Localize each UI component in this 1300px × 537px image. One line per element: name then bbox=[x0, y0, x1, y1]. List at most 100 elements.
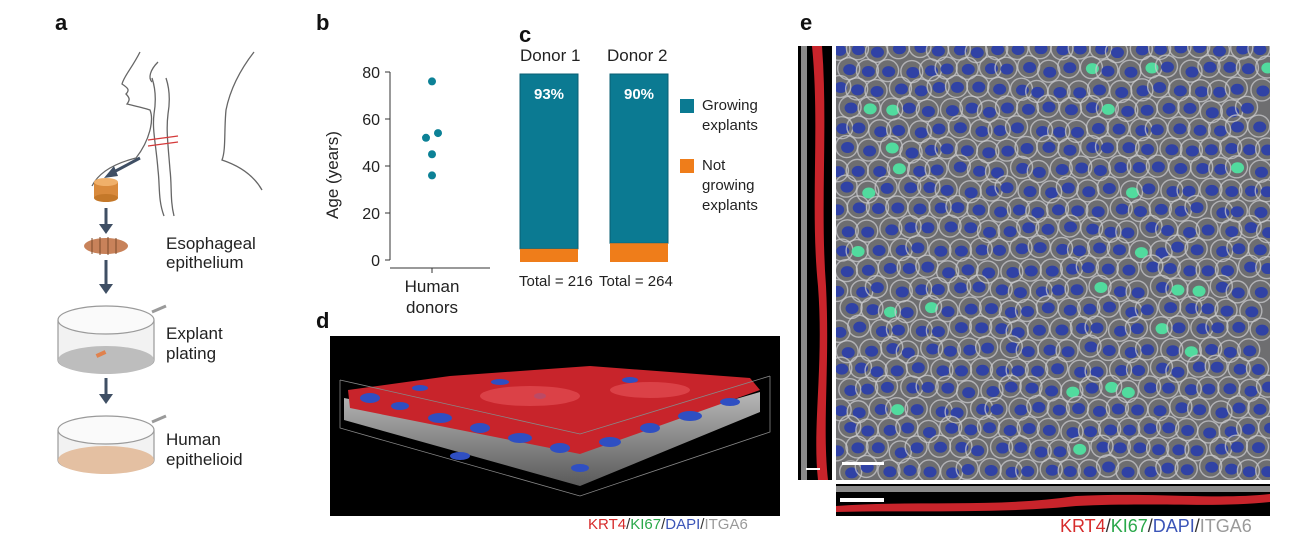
dapi-nucleus bbox=[1244, 222, 1258, 234]
cell-membrane bbox=[885, 117, 910, 142]
dapi-nucleus bbox=[905, 147, 919, 159]
dapi-nucleus bbox=[934, 202, 948, 214]
cell-membrane bbox=[1060, 379, 1084, 403]
cell-membrane bbox=[926, 74, 950, 99]
dapi-nucleus bbox=[1245, 306, 1259, 318]
dapi-nucleus bbox=[1051, 284, 1065, 296]
cell-membrane bbox=[1058, 97, 1083, 121]
dapi-nucleus bbox=[991, 167, 1005, 179]
dapi-nucleus bbox=[926, 343, 940, 355]
dapi-nucleus bbox=[1122, 264, 1136, 276]
step-esophageal-line1: Esophageal bbox=[166, 234, 256, 253]
cell-membrane bbox=[1155, 375, 1180, 399]
cell-membrane bbox=[1226, 395, 1250, 419]
bar-percent-label: 90% bbox=[624, 86, 654, 103]
cell-membrane bbox=[1009, 155, 1034, 180]
cell-membrane bbox=[959, 95, 983, 119]
dapi-nucleus bbox=[1042, 424, 1056, 436]
cell-membrane bbox=[1134, 297, 1159, 321]
dapi-nucleus bbox=[882, 66, 896, 78]
dapi-nucleus bbox=[1035, 286, 1049, 298]
dapi-nucleus bbox=[1132, 162, 1146, 174]
dapi-nucleus bbox=[945, 422, 959, 434]
cell-membrane bbox=[1159, 137, 1183, 161]
dapi-nucleus bbox=[1096, 441, 1110, 453]
dapi-nucleus bbox=[913, 203, 927, 215]
cell-membrane bbox=[837, 414, 862, 439]
dapi-nucleus bbox=[950, 407, 964, 419]
dapi-nucleus bbox=[836, 123, 850, 135]
stain-label-dapi: DAPI bbox=[665, 516, 701, 533]
dapi-nucleus bbox=[1153, 81, 1167, 93]
cell-membrane bbox=[1149, 240, 1173, 264]
dapi-nucleus bbox=[1102, 344, 1116, 356]
cell-membrane bbox=[1189, 155, 1214, 180]
dapi-nucleus bbox=[923, 466, 937, 478]
dapi-nucleus bbox=[1034, 46, 1048, 55]
bar-growing-2 bbox=[609, 73, 669, 244]
dapi-nucleus bbox=[1190, 244, 1204, 256]
dapi-nucleus bbox=[1016, 162, 1030, 174]
stain-label-krt4: KRT4 bbox=[1060, 516, 1106, 536]
dapi-nucleus bbox=[1014, 404, 1028, 416]
dapi-nucleus bbox=[1152, 444, 1166, 456]
cell-membrane bbox=[874, 374, 899, 399]
panel-label-e: e bbox=[800, 10, 813, 35]
dapi-nucleus bbox=[1123, 424, 1137, 436]
dapi-nucleus bbox=[1196, 162, 1210, 174]
dapi-nucleus bbox=[1220, 305, 1234, 317]
dapi-nucleus bbox=[1213, 86, 1227, 98]
cell-membrane bbox=[1245, 356, 1270, 381]
culture-dish-illustration bbox=[57, 304, 167, 374]
dapi-nucleus bbox=[901, 347, 915, 359]
cell-membrane bbox=[860, 296, 884, 321]
dapi-nucleus bbox=[1183, 265, 1197, 277]
cell-membrane bbox=[866, 237, 890, 262]
cell-membrane bbox=[875, 58, 900, 83]
cell-membrane bbox=[836, 319, 851, 344]
dapi-nucleus bbox=[845, 303, 859, 315]
dapi-nucleus bbox=[841, 347, 855, 359]
dapi-nucleus bbox=[996, 442, 1010, 454]
dapi-nucleus bbox=[1190, 202, 1204, 214]
cell-membrane bbox=[1130, 78, 1154, 102]
dapi-nucleus bbox=[993, 83, 1007, 95]
dapi-nucleus bbox=[1193, 46, 1207, 54]
dapi-nucleus bbox=[963, 344, 977, 356]
cell-membrane bbox=[966, 158, 991, 182]
dapi-nucleus bbox=[1193, 124, 1207, 136]
dapi-nucleus bbox=[975, 125, 989, 137]
dapi-nucleus bbox=[911, 242, 925, 254]
ki67-nucleus bbox=[883, 306, 897, 318]
cell-membrane bbox=[958, 179, 982, 204]
cell-membrane bbox=[1247, 396, 1270, 421]
dapi-nucleus bbox=[1261, 144, 1270, 156]
dapi-nucleus bbox=[1051, 204, 1065, 216]
dapi-nucleus bbox=[1091, 122, 1105, 134]
cell-membrane bbox=[1137, 415, 1161, 440]
cell-membrane bbox=[1036, 94, 1060, 118]
cell-membrane bbox=[836, 278, 849, 303]
dapi-nucleus bbox=[1241, 63, 1255, 75]
ki67-nucleus bbox=[1126, 187, 1140, 199]
cell-membrane bbox=[976, 139, 1000, 164]
dapi-nucleus bbox=[1071, 126, 1085, 138]
dapi-nucleus bbox=[1093, 165, 1107, 177]
cell-membrane bbox=[904, 396, 928, 421]
dapi-nucleus bbox=[1104, 226, 1118, 238]
legend-not-line1: Not bbox=[702, 157, 726, 174]
cell-membrane bbox=[867, 158, 891, 183]
dapi-nucleus bbox=[1140, 104, 1154, 116]
dapi-nucleus bbox=[1042, 141, 1056, 153]
cell-membrane bbox=[1178, 339, 1203, 363]
dapi-nucleus bbox=[851, 84, 865, 96]
bar-total-donor2: Total = 264 bbox=[599, 273, 673, 290]
cell-membrane bbox=[957, 337, 981, 361]
arrow-icon bbox=[99, 208, 113, 234]
cell-membrane bbox=[836, 356, 853, 380]
cell-membrane bbox=[978, 457, 1002, 480]
dapi-nucleus bbox=[1244, 261, 1258, 273]
bar-label-donor2: Donor 2 bbox=[607, 46, 668, 65]
y-axis-label: Age (years) bbox=[323, 131, 342, 219]
stain-separator: / bbox=[1194, 516, 1200, 536]
